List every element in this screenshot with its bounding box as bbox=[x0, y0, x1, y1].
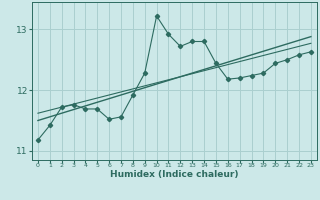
X-axis label: Humidex (Indice chaleur): Humidex (Indice chaleur) bbox=[110, 170, 239, 179]
